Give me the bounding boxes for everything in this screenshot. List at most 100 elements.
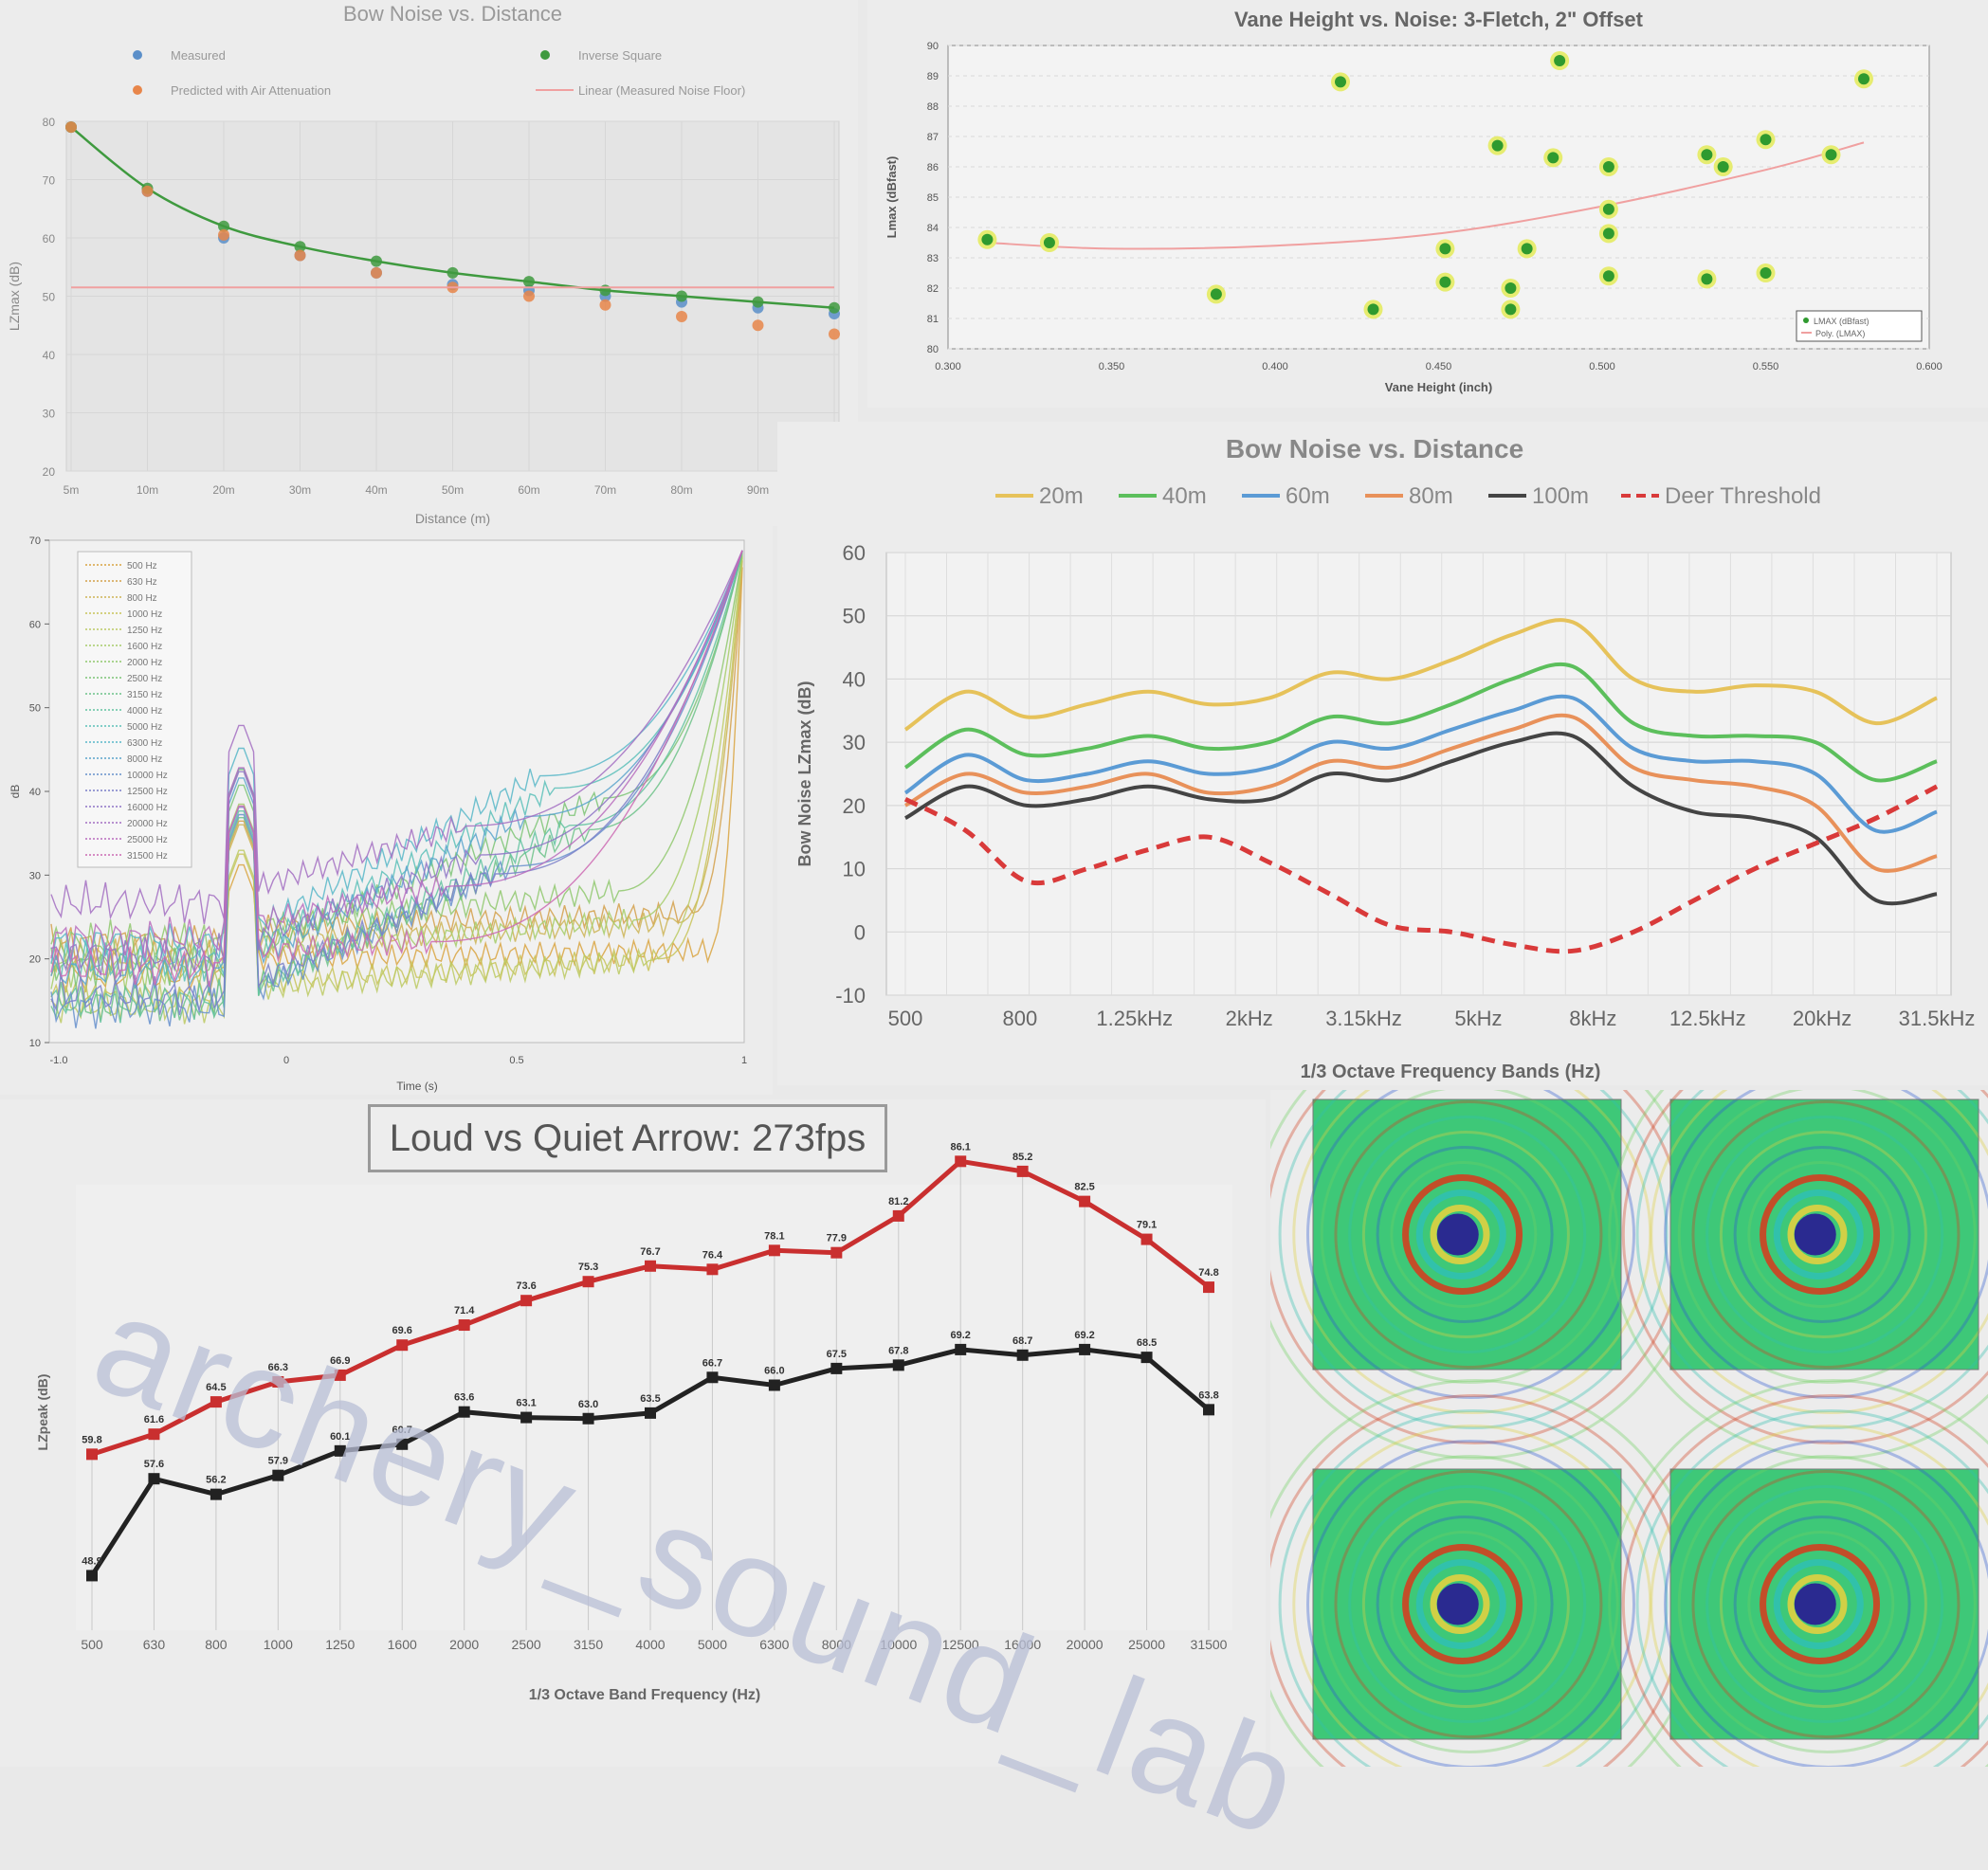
- heatmap-frame: [1312, 1468, 1622, 1740]
- y-tick-label: 86: [927, 162, 939, 173]
- y-tick-label: 88: [927, 101, 939, 113]
- x-tick-label: 20kHz: [1793, 1007, 1851, 1030]
- wave-ring: [1292, 1425, 1652, 1767]
- data-label: 69.6: [392, 1325, 412, 1336]
- data-point: [447, 266, 459, 279]
- data-point: [768, 1244, 780, 1257]
- data-point: [1140, 1233, 1153, 1245]
- series-line: [50, 550, 743, 925]
- series-line: [50, 553, 743, 963]
- data-label: 82.5: [1074, 1182, 1094, 1193]
- data-label: 63.5: [640, 1393, 660, 1405]
- legend-label: 80m: [1409, 483, 1453, 509]
- loud-quiet-chart: 500 630 800 1000 1250 1600 2000 2500 3150 4000 500…: [35, 1141, 1232, 1703]
- x-tick-label: 0.550: [1753, 361, 1779, 372]
- x-axis-label: 1/3 Octave Frequency Bands (Hz): [1301, 1062, 1601, 1082]
- data-point: [1701, 149, 1713, 161]
- loud-quiet-title: Loud vs Quiet Arrow: 273fps: [368, 1104, 887, 1172]
- data-point: [1439, 243, 1451, 255]
- x-tick-label: 10m: [137, 483, 158, 497]
- data-point: [752, 296, 764, 308]
- legend-label: 8000 Hz: [127, 754, 162, 765]
- wave-ring: [1415, 1559, 1506, 1649]
- y-tick-label: 87: [927, 132, 939, 143]
- legend-swatch: [540, 50, 550, 60]
- data-label: 63.8: [1198, 1389, 1218, 1401]
- time-frequency-chart: 10 20 30 40 50 60 70 -1.0 0 0.5 1 Time (s) dB 500 Hz 6…: [9, 536, 747, 1093]
- x-tick-label: 5kHz: [1454, 1007, 1502, 1030]
- data-label: 76.4: [702, 1249, 723, 1261]
- data-point: [1367, 303, 1379, 316]
- legend-label: Predicted with Air Attenuation: [171, 83, 331, 98]
- legend-label: 16000 Hz: [127, 803, 168, 813]
- octave-bands-chart: -10 0 10 20 30 40 50 60 500 800 1.25kHz 2kHz 3.15kHz…: [795, 434, 1975, 1082]
- x-tick-label: 1: [741, 1055, 747, 1066]
- wave-ring: [1719, 1500, 1927, 1708]
- legend-label: 20m: [1039, 483, 1084, 509]
- x-tick-label: 31500: [1191, 1637, 1228, 1652]
- series-line: [50, 550, 743, 982]
- y-tick-label: 85: [927, 192, 939, 204]
- series-line: [50, 550, 743, 1029]
- plot-area: [947, 45, 1930, 350]
- data-point: [1203, 1281, 1214, 1294]
- y-tick-label: 70: [43, 174, 56, 188]
- y-axis-label: Bow Noise LZmax (dB): [795, 681, 814, 866]
- wave-ring: [1664, 1440, 1988, 1767]
- data-label: 74.8: [1198, 1267, 1218, 1279]
- y-tick-label: 83: [927, 253, 939, 264]
- wave-ring: [1787, 1205, 1848, 1264]
- y-axis-label: dB: [9, 785, 22, 799]
- data-point: [523, 290, 535, 302]
- legend-swatch: [133, 85, 142, 95]
- heatmap-frame: [1669, 1098, 1979, 1371]
- data-point: [1547, 152, 1559, 164]
- wave-ring: [1361, 1500, 1570, 1708]
- wave-ring: [1691, 1100, 1961, 1369]
- data-point: [1491, 139, 1504, 152]
- series-line: [70, 126, 835, 310]
- x-tick-label: 630: [143, 1637, 166, 1652]
- legend-label: 6300 Hz: [127, 738, 162, 749]
- legend-label: 630 Hz: [127, 577, 157, 588]
- y-tick-label: 50: [843, 605, 866, 628]
- wave-ring: [1376, 1516, 1554, 1693]
- x-tick-label: 20m: [212, 483, 234, 497]
- data-point: [458, 1319, 470, 1332]
- x-tick-label: -1.0: [50, 1055, 68, 1066]
- wave-field-panel: [1270, 1090, 1988, 1767]
- x-tick-label: 800: [1003, 1007, 1038, 1030]
- data-point: [1760, 267, 1772, 279]
- x-tick-label: 1250: [325, 1637, 355, 1652]
- y-tick-label: 0: [854, 920, 866, 944]
- wave-core: [1436, 1213, 1479, 1256]
- octave-bands-panel: -10 0 10 20 30 40 50 60 500 800 1.25kHz 2kHz 3.15kHz…: [777, 422, 1988, 1085]
- y-tick-label: 82: [927, 283, 939, 295]
- wave-ring: [1650, 1425, 1988, 1767]
- x-axis-label: Vane Height (inch): [1385, 380, 1492, 394]
- data-point: [1335, 76, 1346, 88]
- data-point: [334, 1369, 346, 1381]
- wave-ring: [1677, 1090, 1977, 1384]
- series-line: [904, 713, 1938, 873]
- x-tick-label: 25000: [1128, 1637, 1165, 1652]
- y-tick-label: 10: [843, 858, 866, 881]
- x-tick-label: 1000: [264, 1637, 293, 1652]
- x-tick-label: 3150: [574, 1637, 603, 1652]
- wave-ring: [1787, 1574, 1848, 1634]
- data-label: 61.6: [144, 1414, 164, 1425]
- series-line: [903, 618, 1938, 732]
- legend-swatch: [1803, 318, 1809, 323]
- data-point: [148, 1428, 160, 1441]
- x-tick-label: 0.500: [1589, 361, 1615, 372]
- wave-ring: [1760, 1544, 1881, 1664]
- data-point: [520, 1295, 533, 1307]
- y-tick-label: 30: [43, 408, 56, 421]
- data-point: [829, 301, 840, 314]
- y-tick-label: 70: [29, 536, 41, 547]
- y-tick-label: 40: [843, 667, 866, 691]
- data-point: [294, 249, 306, 262]
- y-axis-label: Lmax (dBfast): [885, 156, 899, 239]
- data-point: [1760, 134, 1772, 146]
- legend-label: 5000 Hz: [127, 722, 162, 733]
